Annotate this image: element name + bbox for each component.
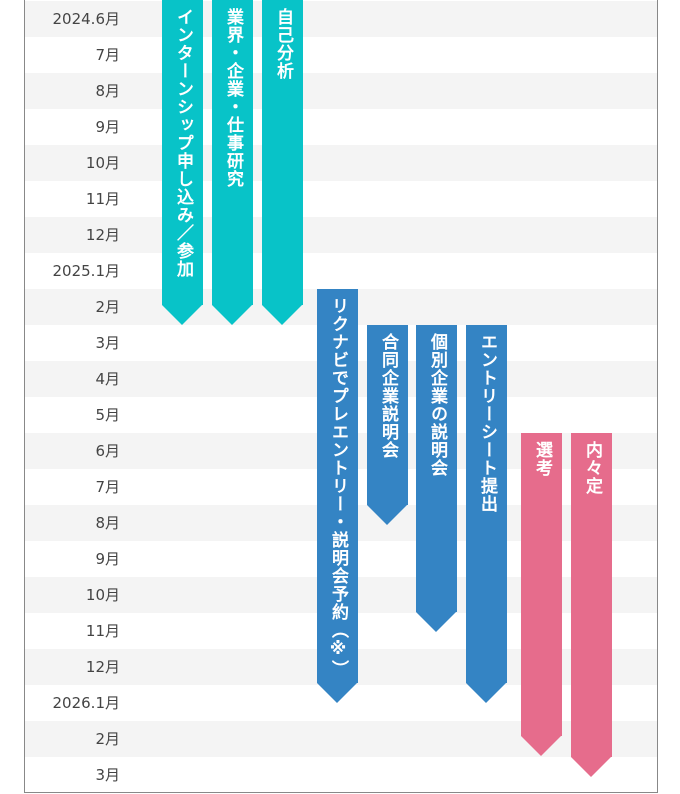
arrow-down-icon (571, 757, 611, 777)
arrow-down-icon (416, 612, 456, 632)
month-label: 2026.1月 (52, 694, 121, 712)
month-row (25, 73, 657, 109)
bar-label: 個別企業の説明会 (427, 333, 447, 477)
bar-body (521, 433, 562, 736)
month-label: 10月 (85, 154, 120, 172)
timeline-bar: 業界・企業・仕事研究 (212, 0, 253, 325)
arrow-down-icon (262, 305, 302, 325)
month-label: 2025.1月 (52, 262, 121, 280)
month-label: 7月 (95, 478, 120, 496)
bar-body (262, 0, 303, 305)
bar-label: リクナビでプレエントリー・説明会予約（※） (328, 297, 348, 678)
month-label: 5月 (95, 406, 120, 424)
bar-label: 業界・企業・仕事研究 (223, 8, 243, 188)
timeline-bar: 合同企業説明会 (367, 325, 408, 525)
bar-body (317, 289, 358, 683)
timeline-bar: リクナビでプレエントリー・説明会予約（※） (317, 289, 358, 703)
bar-label: エントリーシート提出 (477, 333, 497, 513)
arrow-down-icon (367, 505, 407, 525)
arrow-down-icon (162, 305, 202, 325)
month-row (25, 1, 657, 37)
month-label: 12月 (85, 226, 120, 244)
timeline-bar: 内々定 (571, 433, 612, 777)
month-row (25, 217, 657, 253)
bar-label: 選考 (532, 441, 552, 477)
month-label: 6月 (95, 442, 120, 460)
timeline-bar: 個別企業の説明会 (416, 325, 457, 632)
month-label: 12月 (85, 658, 120, 676)
bar-label: インターンシップ申し込み／参加 (173, 8, 193, 278)
bar-body (212, 0, 253, 305)
month-label: 4月 (95, 370, 120, 388)
bar-label: 合同企業説明会 (378, 333, 398, 459)
month-label: 11月 (85, 190, 120, 208)
month-row (25, 145, 657, 181)
month-label: 7月 (95, 46, 120, 64)
bar-label: 自己分析 (273, 8, 293, 80)
month-label: 2月 (95, 298, 120, 316)
arrow-down-icon (212, 305, 252, 325)
bar-body (571, 433, 612, 757)
month-label: 3月 (95, 766, 120, 784)
timeline-bar: 選考 (521, 433, 562, 756)
month-label: 3月 (95, 334, 120, 352)
month-label: 8月 (95, 514, 120, 532)
timeline-bar: エントリーシート提出 (466, 325, 507, 703)
timeline-bar: 自己分析 (262, 0, 303, 325)
month-label: 2024.6月 (52, 10, 121, 28)
bar-body (416, 325, 457, 612)
timeline-bar: インターンシップ申し込み／参加 (162, 0, 203, 325)
arrow-down-icon (317, 683, 357, 703)
month-label: 2月 (95, 730, 120, 748)
bar-body (367, 325, 408, 505)
arrow-down-icon (466, 683, 506, 703)
bar-body (162, 0, 203, 305)
bar-body (466, 325, 507, 683)
bar-label: 内々定 (582, 441, 602, 495)
month-label: 11月 (85, 622, 120, 640)
month-label: 9月 (95, 550, 120, 568)
month-label: 9月 (95, 118, 120, 136)
arrow-down-icon (521, 736, 561, 756)
month-label: 10月 (85, 586, 120, 604)
month-label: 8月 (95, 82, 120, 100)
